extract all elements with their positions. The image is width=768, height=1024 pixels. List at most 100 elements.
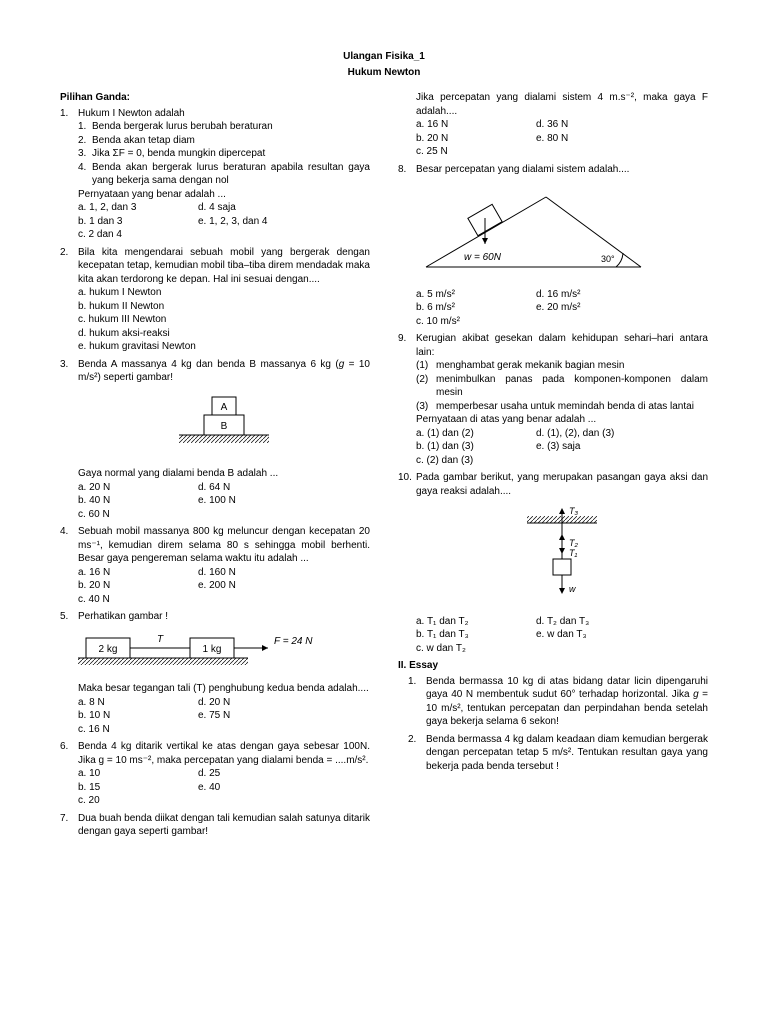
question-4: 4. Sebuah mobil massanya 800 kg meluncur… — [60, 525, 370, 606]
q3-c: c. 60 N — [78, 508, 370, 522]
q2-d: d. hukum aksi-reaksi — [78, 327, 370, 341]
q5-prompt: Maka besar tegangan tali (T) penghubung … — [78, 682, 370, 696]
question-10: 10. Pada gambar berikut, yang merupakan … — [398, 471, 708, 655]
q9-s3: memperbesar usaha untuk memindah benda d… — [436, 400, 694, 414]
q7-b: b. 20 N — [416, 132, 536, 146]
q9-s2: menimbulkan panas pada komponen-komponen… — [436, 373, 708, 400]
q4-d: d. 160 N — [198, 566, 370, 580]
content-columns: Pilihan Ganda: 1. Hukum I Newton adalah … — [60, 91, 708, 843]
svg-text:T: T — [157, 634, 164, 645]
q9-d: d. (1), (2), dan (3) — [536, 427, 708, 441]
essay-1: 1. Benda bermassa 10 kg di atas bidang d… — [398, 675, 708, 729]
tension-diagram: T₃ T₂ T₁ w — [517, 504, 607, 604]
svg-text:w: w — [569, 584, 576, 594]
q8-d: d. 16 m/s² — [536, 288, 708, 302]
q4-e: e. 200 N — [198, 579, 370, 593]
q9-c: c. (2) dan (3) — [416, 454, 708, 468]
q9-a: a. (1) dan (2) — [416, 427, 536, 441]
q1-d: d. 4 saja — [198, 201, 370, 215]
label-a: A — [221, 402, 228, 413]
q10-b: b. T₁ dan T₃ — [416, 628, 536, 642]
q10-e: e. w dan T₃ — [536, 628, 708, 642]
q1-prompt: Pernyataan yang benar adalah ... — [78, 188, 370, 202]
svg-text:1 kg: 1 kg — [203, 644, 222, 655]
q2-text: Bila kita mengendarai sebuah mobil yang … — [78, 246, 370, 287]
stacked-blocks-diagram: A B — [179, 395, 269, 453]
q2-c: c. hukum III Newton — [78, 313, 370, 327]
q-number: 3. — [60, 358, 78, 522]
q6-c: c. 20 — [78, 794, 370, 808]
q-number: 7. — [60, 812, 78, 839]
q2-b: b. hukum II Newton — [78, 300, 370, 314]
svg-text:F = 24 N: F = 24 N — [274, 636, 313, 647]
q1-a: a. 1, 2, dan 3 — [78, 201, 198, 215]
q6-e: e. 40 — [198, 781, 370, 795]
svg-text:w = 60N: w = 60N — [464, 252, 502, 263]
question-1: 1. Hukum I Newton adalah 1.Benda bergera… — [60, 107, 370, 242]
q3-text: Benda A massanya 4 kg dan benda B massan… — [78, 358, 370, 385]
q5-text: Perhatikan gambar ! — [78, 610, 370, 624]
q6-b: b. 15 — [78, 781, 198, 795]
section-essay: II. Essay — [398, 659, 708, 673]
q-number: 6. — [60, 740, 78, 808]
q3-b: b. 40 N — [78, 494, 198, 508]
q1-s4: Benda akan bergerak lurus beraturan apab… — [92, 161, 370, 188]
question-3: 3. Benda A massanya 4 kg dan benda B mas… — [60, 358, 370, 522]
svg-text:30°: 30° — [601, 254, 615, 264]
question-6: 6. Benda 4 kg ditarik vertikal ke atas d… — [60, 740, 370, 808]
q-number: 9. — [398, 332, 416, 467]
question-8: 8. Besar percepatan yang dialami sistem … — [398, 163, 708, 329]
q2-e: e. hukum gravitasi Newton — [78, 340, 370, 354]
q5-diagram: 2 kg T 1 kg F = 24 N — [78, 632, 370, 675]
q10-d: d. T₂ dan T₃ — [536, 615, 708, 629]
q1-text: Hukum I Newton adalah — [78, 107, 370, 121]
question-2: 2. Bila kita mengendarai sebuah mobil ya… — [60, 246, 370, 354]
title-2: Hukum Newton — [60, 66, 708, 80]
q3-d: d. 64 N — [198, 481, 370, 495]
q1-s3: Jika ΣF = 0, benda mungkin dipercepat — [92, 147, 265, 161]
q1-s1: Benda bergerak lurus berubah beraturan — [92, 120, 273, 134]
left-column: Pilihan Ganda: 1. Hukum I Newton adalah … — [60, 91, 370, 843]
q4-c: c. 40 N — [78, 593, 370, 607]
svg-text:T₂: T₂ — [569, 538, 578, 548]
q1-b: b. 1 dan 3 — [78, 215, 198, 229]
q3-diagram: A B — [78, 395, 370, 458]
q7-a: a. 16 N — [416, 118, 536, 132]
q5-c: c. 16 N — [78, 723, 370, 737]
q-number: 2. — [408, 733, 426, 774]
q8-diagram: w = 60N 30° — [416, 182, 708, 282]
q9-text: Kerugian akibat gesekan dalam kehidupan … — [416, 332, 708, 359]
q-number: 5. — [60, 610, 78, 736]
title-1: Ulangan Fisika_1 — [60, 50, 708, 64]
essay-2: 2. Benda bermassa 4 kg dalam keadaan dia… — [398, 733, 708, 774]
section-pilihan-ganda: Pilihan Ganda: — [60, 91, 370, 105]
two-blocks-diagram: 2 kg T 1 kg F = 24 N — [78, 632, 318, 670]
q7-e: e. 80 N — [536, 132, 708, 146]
q7-d: d. 36 N — [536, 118, 708, 132]
q9-b: b. (1) dan (3) — [416, 440, 536, 454]
q6-text: Benda 4 kg ditarik vertikal ke atas deng… — [78, 740, 370, 767]
q-number: 4. — [60, 525, 78, 606]
q-number: 2. — [60, 246, 78, 354]
q8-e: e. 20 m/s² — [536, 301, 708, 315]
q10-text: Pada gambar berikut, yang merupakan pasa… — [416, 471, 708, 498]
incline-diagram: w = 60N 30° — [416, 182, 646, 277]
q7-cont: Jika percepatan yang dialami sistem 4 m.… — [416, 91, 708, 118]
q9-e: e. (3) saja — [536, 440, 708, 454]
q-number: 1. — [408, 675, 426, 729]
q6-a: a. 10 — [78, 767, 198, 781]
q1-c: c. 2 dan 4 — [78, 228, 370, 242]
q2-a: a. hukum I Newton — [78, 286, 370, 300]
svg-text:2 kg: 2 kg — [99, 644, 118, 655]
q5-a: a. 8 N — [78, 696, 198, 710]
svg-text:T₃: T₃ — [569, 506, 578, 516]
q9-s1: menghambat gerak mekanik bagian mesin — [436, 359, 624, 373]
q5-e: e. 75 N — [198, 709, 370, 723]
q9-prompt: Pernyataan di atas yang benar adalah ... — [416, 413, 708, 427]
q-number: 8. — [398, 163, 416, 329]
essay2-text: Benda bermassa 4 kg dalam keadaan diam k… — [426, 733, 708, 774]
svg-text:T₁: T₁ — [569, 548, 577, 558]
q6-d: d. 25 — [198, 767, 370, 781]
q3-e: e. 100 N — [198, 494, 370, 508]
q-number: 10. — [398, 471, 416, 655]
